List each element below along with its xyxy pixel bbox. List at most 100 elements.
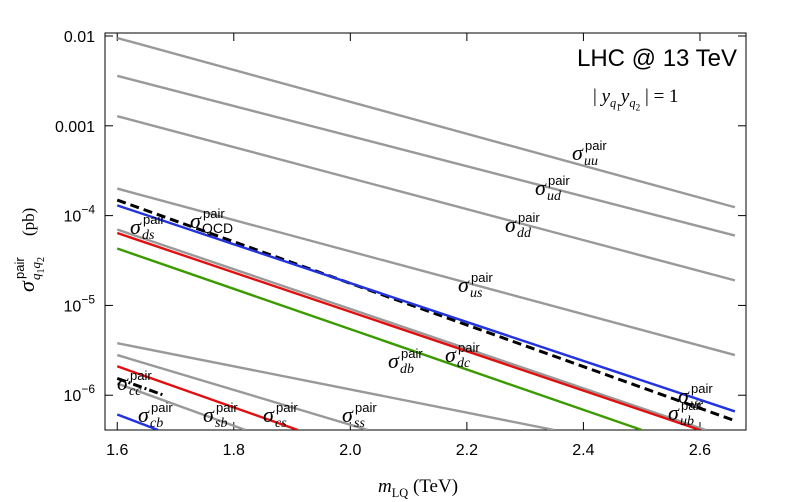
series-label-sub: us [470,286,483,301]
series-label-sup: pair [458,340,480,355]
series-label-symbol: σ [505,212,517,237]
math-part: q [28,273,43,280]
y-tick-exponent: −4 [81,203,95,217]
series-label-sup: pair [143,212,165,227]
math-part: | = 1 [640,86,678,107]
series-label-symbol: σ [535,175,547,200]
math-part: m [378,476,392,497]
x-tick-label: 1.8 [223,442,245,459]
series-label-sub: dd [517,226,532,241]
series-label-symbol: σ [458,272,470,297]
series-label-sup: pair [691,381,713,396]
series-label-sub: sb [215,416,227,431]
y-label-sub: q1q2 [28,257,47,280]
y-tick-label: 0.001 [55,119,95,136]
series-label-sup: pair [585,138,607,153]
series-line [116,353,369,430]
series-label-symbol: σ [668,400,680,425]
series-line [116,365,299,430]
series-label-symbol: σ [388,348,400,373]
math-part: q [610,96,616,110]
math-part: q [629,96,635,110]
series-label-symbol: σ [445,342,457,367]
series-line [116,413,159,430]
series-label-sup: pair [401,346,423,361]
x-tick-label: 2.2 [456,442,478,459]
series-label-sub: uc [690,397,704,412]
math-part: 1 [616,104,621,114]
math-part: y [600,86,611,107]
series-label-sup: pair [471,270,493,285]
series-label-symbol: σ [130,214,142,239]
x-axis-label: mLQ (TeV) [378,476,458,500]
series-label-symbol: σ [138,402,150,427]
series-label-sub: ud [547,189,562,204]
series-label-sub: ub [680,414,694,429]
series-label-sup: pair [355,400,377,415]
y-tick-exponent: −6 [81,382,95,396]
math-part: y [619,86,630,107]
y-tick-label: 10−6 [64,382,96,405]
math-part: (TeV) [408,476,458,497]
series-line [116,115,736,282]
series-label-sup: pair [203,206,225,221]
math-part: q [28,262,43,269]
series-line [116,376,165,397]
y-tick-base: 10 [64,298,82,315]
series-label-symbol: σ [117,370,129,395]
series-label-sub: db [400,362,414,377]
series-label-symbol: σ [263,402,275,427]
math-part: 2 [36,257,47,262]
series-label-symbol: σ [342,402,354,427]
series-line [116,228,707,430]
series-label-symbol: σ [572,140,584,165]
series-line [116,74,736,237]
x-tick-label: 2.0 [339,442,361,459]
y-tick-base: 10 [64,209,82,226]
series-label-sup: pair [151,400,173,415]
math-part: 2 [636,104,641,114]
series-label-symbol: σ [190,208,202,233]
y-tick-label: 10−4 [64,203,96,226]
series-label-sup: pair [130,368,152,383]
x-tick-label: 1.6 [106,442,128,459]
series-line [116,382,246,430]
math-part: LQ [392,486,409,500]
math-part: 1 [36,269,47,274]
y-tick-base: 10 [64,388,82,405]
x-tick-label: 2.6 [689,442,711,459]
series-line [116,247,643,430]
series-line [116,231,701,430]
annotation: | yq1yq2 | = 1 [593,86,679,114]
series-label-symbol: σ [203,402,215,427]
series-label-sub: ds [142,228,155,243]
y-label-sup: pair [12,257,27,279]
y-tick-label: 0.01 [64,29,95,46]
plot-frame [104,32,747,431]
series-label-sub: uu [584,154,598,169]
series-label-symbol: σ [678,383,690,408]
series-group [116,36,736,430]
chart-title: LHC @ 13 TeV [577,45,737,72]
series-label-sub: cb [150,416,163,431]
series-label-sub: cs [275,416,287,431]
series-label-sup: pair [548,173,570,188]
series-line [117,341,555,430]
series-label-sub: QCD [202,220,233,236]
math-part: | [593,86,602,107]
series-label-sub: dc [457,356,471,371]
series-label-sup: pair [518,210,540,225]
annotation-text: | yq1yq2 | = 1 [593,86,679,114]
series-label-sup: pair [276,400,298,415]
series-label-sub: cc [129,384,142,399]
series-line [116,187,736,357]
series-line [116,204,736,413]
y-label-unit: (pb) [19,208,38,236]
y-tick-exponent: −5 [81,292,95,306]
x-tick-label: 2.4 [572,442,594,459]
series-label-sup: pair [681,398,703,413]
series-line [116,36,736,209]
series-line [116,198,736,423]
